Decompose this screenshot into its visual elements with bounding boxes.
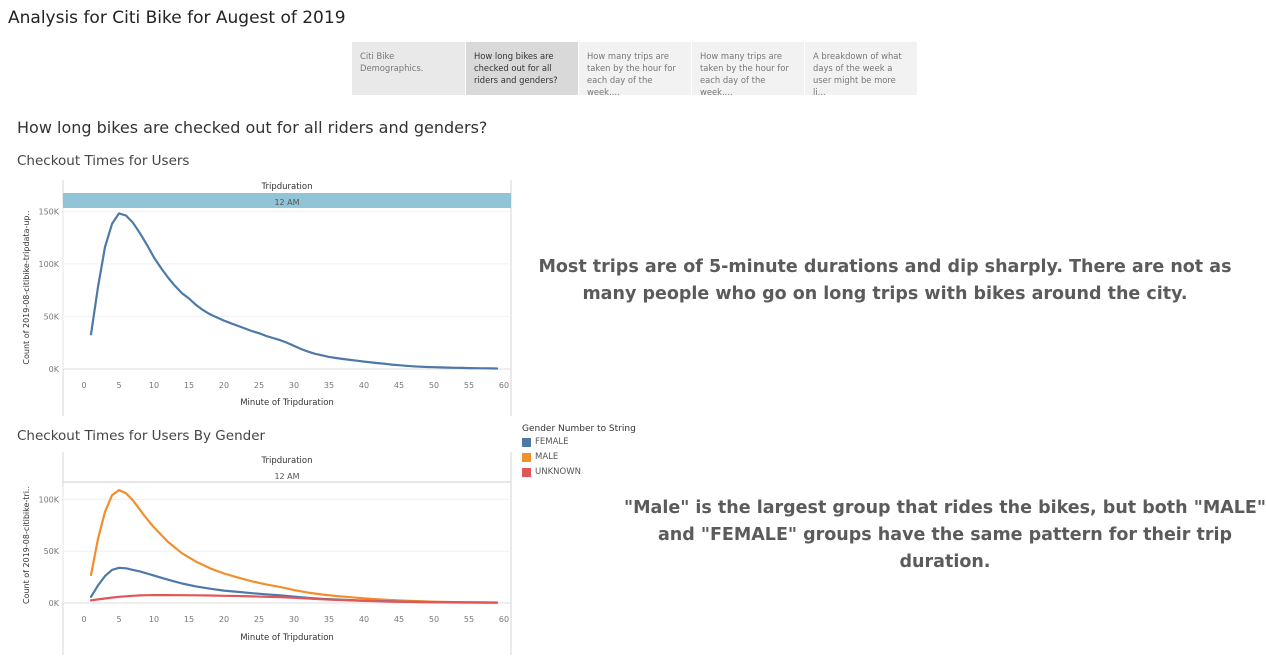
- tab-demographics[interactable]: Citi Bike Demographics.: [352, 42, 465, 95]
- legend-swatch-female: [522, 437, 531, 447]
- chart1-x-tick-label: 35: [324, 381, 334, 390]
- chart1-y-tick-label: 50K: [44, 312, 60, 321]
- chart1-x-tick-label: 45: [394, 381, 404, 390]
- chart2-plot: Tripduration 12 AM 0K 50K 100K 0 5 10 15 20 25 30 35…: [22, 452, 512, 655]
- chart1-header-label: Tripduration: [261, 182, 313, 192]
- caption-bottom: "Male" is the largest group that rides t…: [623, 498, 1266, 572]
- legend-label-unknown: UNKNOWN: [535, 467, 581, 477]
- legend-item-male[interactable]: MALE: [522, 452, 558, 462]
- chart2-x-tick-label: 55: [464, 615, 474, 624]
- tab-trips-by-hour-1[interactable]: How many trips are taken by the hour for…: [578, 42, 691, 95]
- chart1-x-tick-label: 30: [289, 381, 299, 390]
- chart2-x-tick-label: 30: [289, 615, 299, 624]
- chart2-header-label: Tripduration: [261, 456, 313, 466]
- chart1-x-tick-label: 15: [184, 381, 194, 390]
- chart1-y-axis-title: Count of 2019-08-citibike-tripdata-up..: [22, 210, 31, 364]
- chart2-panel-label: 12 AM: [274, 472, 299, 481]
- chart2-x-tick-label: 50: [429, 615, 439, 624]
- chart1-y-tick-label: 150K: [38, 207, 59, 216]
- legend-item-female[interactable]: FEMALE: [522, 437, 569, 447]
- chart2-x-tick-label: 45: [394, 615, 404, 624]
- story-title: Analysis for Citi Bike for Augest of 201…: [8, 8, 346, 28]
- chart1-x-tick-label: 50: [429, 381, 439, 390]
- chart2-x-tick-label: 0: [81, 615, 86, 624]
- chart1-title: Checkout Times for Users: [17, 153, 190, 169]
- dashboard-title: How long bikes are checked out for all r…: [17, 118, 488, 137]
- caption-top: Most trips are of 5-minute durations and…: [538, 257, 1232, 304]
- chart1-x-tick-label: 10: [149, 381, 159, 390]
- chart2-x-tick-label: 40: [359, 615, 369, 624]
- chart1-y-tick-label: 0K: [49, 365, 60, 374]
- chart2-y-tick-label: 0K: [49, 599, 60, 608]
- chart1-y-tick-label: 100K: [38, 260, 59, 269]
- chart1-panel-label: 12 AM: [274, 198, 299, 207]
- chart2-x-tick-label: 10: [149, 615, 159, 624]
- legend-label-female: FEMALE: [535, 437, 569, 447]
- legend-title: Gender Number to String: [522, 424, 636, 434]
- chart1-series-line-0: [89, 212, 499, 370]
- chart2-x-tick-label: 35: [324, 615, 334, 624]
- chart2-x-tick-label: 20: [219, 615, 229, 624]
- chart2-x-tick-label: 5: [116, 615, 121, 624]
- tab-trips-by-hour-2[interactable]: How many trips are taken by the hour for…: [691, 42, 804, 95]
- chart2-x-tick-label: 60: [499, 615, 509, 624]
- chart1-x-tick-label: 20: [219, 381, 229, 390]
- legend-swatch-male: [522, 452, 531, 462]
- chart2-title: Checkout Times for Users By Gender: [17, 428, 266, 444]
- chart2-y-tick-label: 100K: [38, 495, 59, 504]
- legend-item-unknown[interactable]: UNKNOWN: [522, 467, 581, 477]
- chart1-x-tick-label: 55: [464, 381, 474, 390]
- story-tabs: Citi Bike Demographics. How long bikes a…: [352, 42, 917, 95]
- chart1-panel-band: [63, 193, 511, 208]
- chart1-x-tick-label: 0: [81, 381, 86, 390]
- chart1-plot: Tripduration 12 AM 0K 50K 100K 150K 0 5 10 15 20 25…: [22, 180, 512, 416]
- chart2-x-axis-title: Minute of Tripduration: [240, 633, 334, 643]
- legend-swatch-unknown: [522, 467, 531, 477]
- chart1-x-tick-label: 25: [254, 381, 264, 390]
- chart1-x-axis-title: Minute of Tripduration: [240, 398, 334, 408]
- chart1-x-tick-label: 40: [359, 381, 369, 390]
- chart2-y-tick-label: 50K: [44, 547, 60, 556]
- chart2-series-line-male: [89, 488, 499, 604]
- chart2-y-axis-title: Count of 2019-08-citibike-tri..: [22, 486, 31, 604]
- chart2-x-tick-label: 25: [254, 615, 264, 624]
- tab-checkout-duration[interactable]: How long bikes are checked out for all r…: [465, 42, 578, 95]
- tab-days-of-week[interactable]: A breakdown of what days of the week a u…: [804, 42, 917, 95]
- chart2-series-line-unknown: [89, 594, 499, 604]
- chart2-x-tick-label: 15: [184, 615, 194, 624]
- legend-label-male: MALE: [535, 452, 559, 462]
- chart1-x-tick-label: 5: [116, 381, 121, 390]
- chart1-x-tick-label: 60: [499, 381, 509, 390]
